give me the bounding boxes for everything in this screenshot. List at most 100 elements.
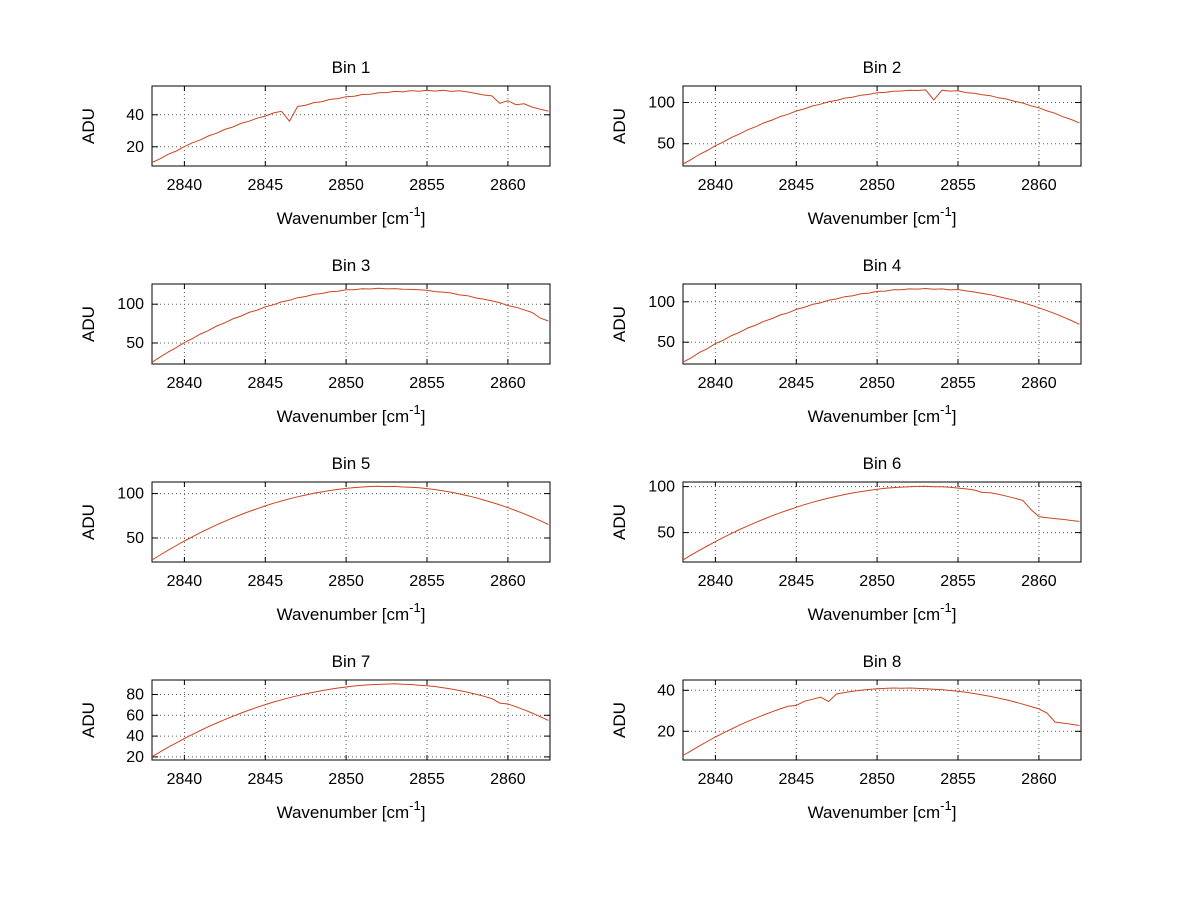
subplot-bin-1: 2840 2845 2850 2855 2860 20 40 Bin 1 Wavenumber … xyxy=(52,53,577,239)
spectrum-line xyxy=(682,89,1080,165)
y-axis-label: ADU xyxy=(79,306,98,342)
chart-title: Bin 4 xyxy=(863,256,902,275)
x-tick-label: 2860 xyxy=(490,375,526,392)
chart-svg: 2840 2845 2850 2855 2860 50 100 Bin 3 Wavenumber… xyxy=(79,256,551,426)
chart-svg: 2840 2845 2850 2855 2860 20 40 Bin 1 Wavenumber … xyxy=(79,58,551,228)
spectrum-line xyxy=(151,683,549,758)
y-tick-label: 80 xyxy=(126,687,144,704)
x-tick-label: 2845 xyxy=(779,177,815,194)
spectrum-line xyxy=(151,287,549,363)
y-tick-label: 60 xyxy=(126,707,144,724)
chart-svg: 2840 2845 2850 2855 2860 20 40 60 80 Bin 7 Wavenum… xyxy=(79,652,551,822)
chart-title: Bin 2 xyxy=(863,58,902,77)
x-tick-label: 2860 xyxy=(490,177,526,194)
y-axis-label: ADU xyxy=(610,504,629,540)
y-axis-label: ADU xyxy=(610,702,629,738)
spectrum-line xyxy=(682,485,1080,561)
y-tick-label: 40 xyxy=(126,728,144,745)
chart-svg: 2840 2845 2850 2855 2860 20 40 Bin 8 Wavenumber … xyxy=(610,652,1082,822)
x-axis-label: Wavenumber [cm-1] xyxy=(808,204,957,228)
chart-title: Bin 7 xyxy=(332,652,371,671)
y-tick-label: 20 xyxy=(126,749,144,766)
spectrum-line xyxy=(682,287,1080,363)
subplot-bin-8: 2840 2845 2850 2855 2860 20 40 Bin 8 Wavenumber … xyxy=(583,647,1108,833)
x-axis-label: Wavenumber [cm-1] xyxy=(277,402,426,426)
x-tick-label: 2860 xyxy=(1021,573,1057,590)
x-tick-label: 2855 xyxy=(940,573,976,590)
plot-area xyxy=(151,283,551,365)
x-tick-label: 2855 xyxy=(940,177,976,194)
x-tick-label: 2840 xyxy=(167,177,203,194)
subplot-bin-4: 2840 2845 2850 2855 2860 50 100 Bin 4 Wavenumber… xyxy=(583,251,1108,437)
x-tick-label: 2840 xyxy=(698,375,734,392)
x-tick-label: 2840 xyxy=(698,177,734,194)
subplot-bin-7: 2840 2845 2850 2855 2860 20 40 60 80 Bin 7 Wavenum… xyxy=(52,647,577,833)
plot-area xyxy=(151,85,551,167)
y-axis-label: ADU xyxy=(79,702,98,738)
x-tick-label: 2855 xyxy=(409,375,445,392)
y-axis-label: ADU xyxy=(610,306,629,342)
chart-title: Bin 5 xyxy=(332,454,371,473)
chart-title: Bin 1 xyxy=(332,58,371,77)
chart-svg: 2840 2845 2850 2855 2860 50 100 Bin 4 Wavenumber… xyxy=(610,256,1082,426)
x-tick-label: 2840 xyxy=(167,771,203,788)
x-tick-label: 2845 xyxy=(248,177,284,194)
x-tick-label: 2860 xyxy=(1021,177,1057,194)
spectrum-line xyxy=(151,89,549,163)
y-axis-label: ADU xyxy=(610,108,629,144)
chart-svg: 2840 2845 2850 2855 2860 50 100 Bin 5 Wavenumber… xyxy=(79,454,551,624)
x-tick-label: 2860 xyxy=(490,573,526,590)
spectrum-line xyxy=(682,687,1080,756)
subplot-bin-6: 2840 2845 2850 2855 2860 50 100 Bin 6 Wavenumber… xyxy=(583,449,1108,635)
y-tick-label: 100 xyxy=(648,294,675,311)
y-tick-label: 20 xyxy=(126,139,144,156)
x-axis-label: Wavenumber [cm-1] xyxy=(808,798,957,822)
y-tick-label: 20 xyxy=(657,723,675,740)
x-tick-label: 2855 xyxy=(409,771,445,788)
x-tick-label: 2845 xyxy=(248,573,284,590)
x-axis-label: Wavenumber [cm-1] xyxy=(277,204,426,228)
x-axis-label: Wavenumber [cm-1] xyxy=(277,600,426,624)
chart-title: Bin 8 xyxy=(863,652,902,671)
x-tick-label: 2855 xyxy=(409,177,445,194)
x-axis-label: Wavenumber [cm-1] xyxy=(808,402,957,426)
subplot-bin-3: 2840 2845 2850 2855 2860 50 100 Bin 3 Wavenumber… xyxy=(52,251,577,437)
x-tick-label: 2860 xyxy=(1021,375,1057,392)
plot-area xyxy=(682,679,1082,761)
plot-area xyxy=(682,481,1082,563)
x-tick-label: 2850 xyxy=(859,771,895,788)
x-tick-label: 2850 xyxy=(328,573,364,590)
x-tick-label: 2845 xyxy=(248,375,284,392)
x-tick-label: 2850 xyxy=(859,375,895,392)
y-tick-label: 100 xyxy=(648,95,675,112)
x-tick-label: 2850 xyxy=(859,177,895,194)
x-tick-label: 2840 xyxy=(167,375,203,392)
y-tick-label: 50 xyxy=(126,530,144,547)
x-tick-label: 2845 xyxy=(779,771,815,788)
y-tick-label: 50 xyxy=(126,335,144,352)
x-tick-label: 2855 xyxy=(940,771,976,788)
y-tick-label: 40 xyxy=(126,107,144,124)
x-tick-label: 2840 xyxy=(698,771,734,788)
x-axis-label: Wavenumber [cm-1] xyxy=(808,600,957,624)
x-tick-label: 2845 xyxy=(779,375,815,392)
x-axis-label: Wavenumber [cm-1] xyxy=(277,798,426,822)
y-tick-label: 100 xyxy=(117,486,144,503)
y-tick-label: 50 xyxy=(657,525,675,542)
plot-area xyxy=(151,679,551,761)
chart-title: Bin 3 xyxy=(332,256,371,275)
chart-title: Bin 6 xyxy=(863,454,902,473)
y-tick-label: 50 xyxy=(657,136,675,153)
x-tick-label: 2840 xyxy=(167,573,203,590)
plot-area xyxy=(151,481,551,563)
x-tick-label: 2840 xyxy=(698,573,734,590)
x-tick-label: 2860 xyxy=(1021,771,1057,788)
chart-svg: 2840 2845 2850 2855 2860 50 100 Bin 2 Wavenumber… xyxy=(610,58,1082,228)
y-axis-label: ADU xyxy=(79,108,98,144)
y-tick-label: 40 xyxy=(657,682,675,699)
x-tick-label: 2850 xyxy=(328,177,364,194)
x-tick-label: 2850 xyxy=(328,771,364,788)
x-tick-label: 2845 xyxy=(248,771,284,788)
y-tick-label: 50 xyxy=(657,334,675,351)
subplot-bin-5: 2840 2845 2850 2855 2860 50 100 Bin 5 Wavenumber… xyxy=(52,449,577,635)
